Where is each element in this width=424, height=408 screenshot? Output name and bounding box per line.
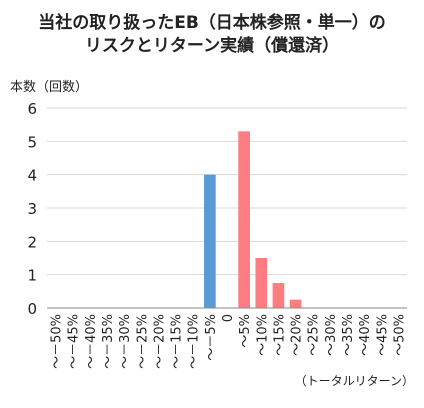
x-tick-label: ～5% <box>238 314 253 348</box>
y-tick-label: 6 <box>27 100 37 118</box>
x-tick-label: ～－35% <box>101 314 116 369</box>
chart-title: 当社の取り扱ったEB（日本株参照・単一）の リスクとリターン実績（償還済） <box>0 12 424 58</box>
x-tick-label: ～－15% <box>170 314 185 369</box>
x-axis-label: （トータルリターン） <box>294 374 414 388</box>
x-tick-label: ～－5% <box>204 314 219 361</box>
y-tick-label: 3 <box>27 200 37 218</box>
bar <box>238 131 250 308</box>
x-tick-label: ～－20% <box>152 314 167 369</box>
bar <box>272 283 285 308</box>
bar <box>204 174 216 308</box>
y-tick-label: 1 <box>27 267 37 285</box>
x-tick-label: ～－45% <box>67 314 82 369</box>
x-tick-label: ～－25% <box>135 314 150 369</box>
y-tick-label: 5 <box>27 133 37 151</box>
x-tick-label: 0 <box>221 314 236 322</box>
x-tick-label: ～－30% <box>118 314 133 369</box>
y-axis-label: 本数（回数） <box>10 80 89 95</box>
x-tick-label: ～－40% <box>84 314 99 369</box>
x-tick-label: ～30% <box>324 314 339 356</box>
y-tick-label: 4 <box>27 167 37 185</box>
x-tick-label: ～20% <box>290 314 305 356</box>
x-tick-label: ～－50% <box>50 314 65 369</box>
x-tick-label: ～10% <box>255 314 270 356</box>
chart-title-line-2: リスクとリターン実績（償還済） <box>84 36 340 56</box>
x-tick-label: ～15% <box>272 314 287 356</box>
x-tick-label: ～45% <box>375 314 390 356</box>
x-tick-label: ～40% <box>358 314 373 356</box>
chart-title-line-1: 当社の取り扱ったEB（日本株参照・単一）の <box>38 13 386 33</box>
y-tick-label: 2 <box>27 233 37 251</box>
x-tick-label: ～50% <box>392 314 407 356</box>
bar <box>255 258 268 308</box>
x-tick-label: ～25% <box>307 314 322 356</box>
bar <box>289 299 302 308</box>
x-tick-label: ～－10% <box>187 314 202 369</box>
y-tick-label: 0 <box>27 300 37 318</box>
x-tick-label: ～35% <box>341 314 356 356</box>
